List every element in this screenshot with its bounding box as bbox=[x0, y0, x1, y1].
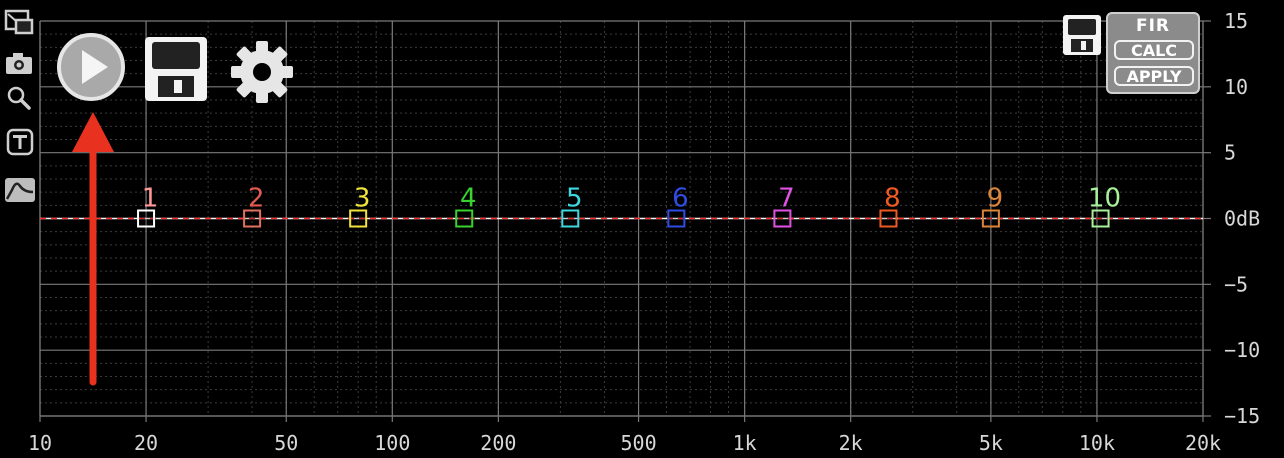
play-button[interactable] bbox=[56, 32, 126, 102]
play-icon bbox=[57, 33, 125, 101]
calc-button[interactable]: CALC bbox=[1114, 40, 1194, 60]
y-tick-label: 15 bbox=[1224, 9, 1248, 33]
eq-band-handle[interactable] bbox=[455, 209, 474, 228]
x-tick-label: 200 bbox=[480, 431, 516, 455]
camera-icon bbox=[6, 53, 32, 74]
x-tick-label: 10 bbox=[28, 431, 52, 455]
eq-band-9[interactable]: 9 bbox=[981, 184, 1004, 228]
floppy-disk-icon bbox=[145, 37, 207, 101]
y-tick-label: 0dB bbox=[1224, 207, 1260, 231]
eq-band-1[interactable]: 1 bbox=[137, 184, 159, 228]
x-tick-label: 1k bbox=[733, 431, 757, 455]
magnifier-icon bbox=[7, 86, 31, 110]
axes: 10 20 50 100 200 500 1k 2k 5k 10k 20k151050dB−5−10… bbox=[28, 9, 1260, 455]
floppy-disk-icon bbox=[1063, 15, 1101, 55]
x-tick-label: 100 bbox=[374, 431, 410, 455]
zoom-button[interactable] bbox=[2, 84, 36, 112]
x-tick-label: 10k bbox=[1079, 431, 1115, 455]
eq-band-handle[interactable] bbox=[981, 209, 1000, 228]
window-resize-button[interactable] bbox=[2, 8, 36, 36]
eq-band-handle[interactable] bbox=[243, 209, 262, 228]
apply-button[interactable]: APPLY bbox=[1114, 66, 1194, 86]
fir-title: FIR bbox=[1135, 16, 1171, 36]
eq-band-label: 9 bbox=[987, 184, 1004, 214]
curve-button[interactable] bbox=[2, 176, 36, 204]
eq-band-8[interactable]: 8 bbox=[879, 184, 901, 228]
y-tick-label: −10 bbox=[1224, 338, 1260, 362]
x-tick-label: 50 bbox=[274, 431, 298, 455]
settings-button[interactable] bbox=[228, 38, 296, 106]
eq-band-label: 10 bbox=[1088, 184, 1121, 214]
eq-band-label: 2 bbox=[248, 184, 265, 214]
y-tick-label: −15 bbox=[1224, 404, 1260, 428]
eq-band-handle[interactable] bbox=[879, 209, 898, 228]
gear-icon bbox=[231, 41, 293, 103]
eq-band-handle[interactable] bbox=[1091, 209, 1110, 228]
annotation-arrow bbox=[72, 112, 114, 386]
eq-band-handle[interactable] bbox=[349, 209, 368, 228]
eq-band-2[interactable]: 2 bbox=[243, 184, 265, 228]
save-button[interactable] bbox=[144, 36, 208, 102]
eq-band-3[interactable]: 3 bbox=[349, 184, 371, 228]
eq-band-label: 6 bbox=[672, 184, 689, 214]
x-tick-label: 5k bbox=[979, 431, 1003, 455]
y-tick-label: 10 bbox=[1224, 75, 1248, 99]
eq-band-7[interactable]: 7 bbox=[773, 184, 795, 228]
camera-button[interactable] bbox=[2, 50, 36, 78]
x-tick-label: 20k bbox=[1185, 431, 1221, 455]
y-tick-label: 5 bbox=[1224, 141, 1236, 165]
eq-band-label: 3 bbox=[354, 184, 371, 214]
eq-band-label: 7 bbox=[778, 184, 795, 214]
eq-band-handle[interactable] bbox=[137, 209, 156, 228]
eq-band-label: 4 bbox=[460, 184, 477, 214]
fir-panel: FIR CALC APPLY bbox=[1106, 12, 1200, 94]
eq-bands: 1 2 3 4 5 6 7 8 9 10 bbox=[137, 184, 1121, 228]
eq-band-label: 8 bbox=[884, 184, 901, 214]
eq-band-handle[interactable] bbox=[561, 209, 580, 228]
eq-band-handle[interactable] bbox=[773, 209, 792, 228]
window-resize-icon bbox=[4, 9, 34, 35]
eq-band-label: 1 bbox=[142, 184, 159, 214]
fir-save-button[interactable] bbox=[1062, 14, 1102, 56]
text-t-icon bbox=[6, 128, 34, 156]
text-button[interactable] bbox=[2, 128, 36, 156]
x-tick-label: 2k bbox=[839, 431, 863, 455]
x-tick-label: 20 bbox=[134, 431, 158, 455]
eq-band-6[interactable]: 6 bbox=[667, 184, 689, 228]
eq-band-5[interactable]: 5 bbox=[561, 184, 583, 228]
curve-icon bbox=[5, 178, 35, 202]
eq-band-4[interactable]: 4 bbox=[455, 184, 477, 228]
x-tick-label: 500 bbox=[621, 431, 657, 455]
eq-band-handle[interactable] bbox=[667, 209, 686, 228]
eq-band-label: 5 bbox=[566, 184, 583, 214]
y-tick-label: −5 bbox=[1224, 272, 1248, 296]
eq-band-10[interactable]: 10 bbox=[1088, 184, 1121, 228]
